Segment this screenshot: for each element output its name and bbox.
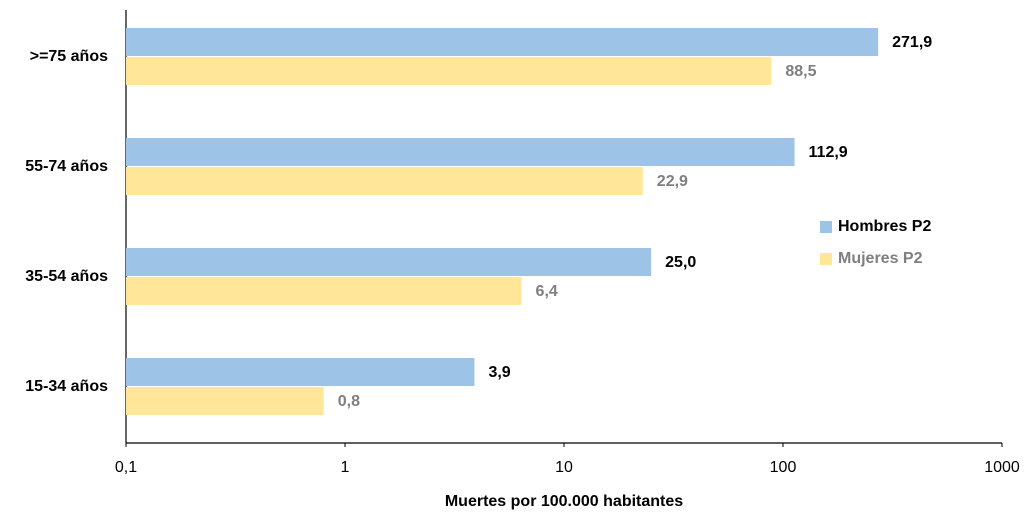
legend-label: Mujeres P2	[838, 250, 923, 267]
legend-swatch	[820, 221, 832, 233]
x-axis-title: Muertes por 100.000 habitantes	[445, 493, 683, 510]
bar	[126, 138, 795, 166]
y-tick-label: 55-74 años	[25, 158, 108, 175]
data-label: 6,4	[536, 283, 558, 300]
bar	[126, 57, 772, 85]
x-tick-label: 1000	[984, 459, 1020, 476]
legend-swatch	[820, 253, 832, 265]
data-label: 22,9	[657, 173, 688, 190]
y-tick-label: >=75 años	[30, 48, 108, 65]
data-label: 3,9	[488, 364, 510, 381]
x-tick-label: 0,1	[115, 459, 137, 476]
bar	[126, 358, 475, 386]
bar	[126, 167, 643, 195]
x-tick-label: 10	[555, 459, 573, 476]
bar	[126, 387, 324, 415]
data-label: 25,0	[665, 254, 696, 271]
y-tick-label: 15-34 años	[25, 378, 108, 395]
x-tick-label: 100	[770, 459, 797, 476]
data-label: 271,9	[892, 34, 932, 51]
bar	[126, 248, 652, 276]
bar	[126, 277, 522, 305]
data-label: 88,5	[785, 63, 816, 80]
x-tick-label: 1	[341, 459, 350, 476]
data-label: 112,9	[809, 144, 848, 161]
bar	[126, 28, 879, 56]
legend-label: Hombres P2	[838, 218, 931, 235]
data-label: 0,8	[338, 393, 360, 410]
y-tick-label: 35-54 años	[25, 268, 108, 285]
